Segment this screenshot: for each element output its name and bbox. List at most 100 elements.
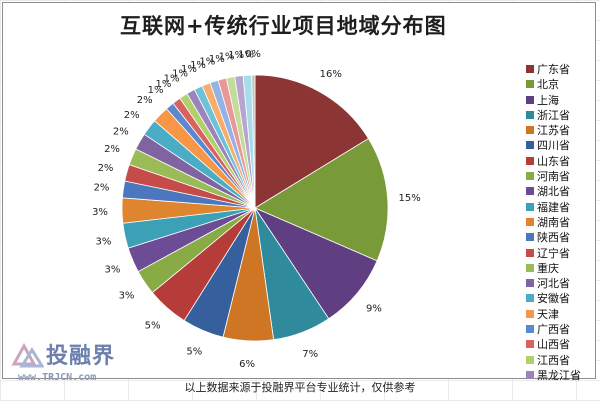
data-source-note: 以上数据来源于投融界平台专业统计，仅供参考 [184,381,416,394]
slice-percent-label: 2% [124,110,140,121]
slice-percent-label: 6% [239,359,255,370]
legend-swatch [526,202,534,211]
legend-item: 安徽省 [526,291,596,306]
legend-item: 江苏省 [526,123,596,138]
legend-swatch [526,294,534,303]
slice-percent-label: 1% [228,50,244,61]
legend-label: 黑龙江省 [537,368,581,382]
legend-swatch [526,248,534,257]
legend-swatch [526,187,534,196]
slice-percent-label: 1% [219,52,235,63]
legend-swatch [526,65,534,73]
legend-swatch [526,340,534,349]
pie-slice [254,74,370,209]
slice-percent-label: 1% [164,73,180,84]
slice-percent-label: 1% [238,49,254,60]
legend-item: 河南省 [526,169,596,184]
slice-percent-label: 1% [190,60,206,71]
legend-swatch [526,233,534,242]
slice-percent-label: 1% [199,57,215,68]
legend-label: 江苏省 [537,124,570,138]
legend-item: 辽宁省 [526,246,596,261]
slice-percent-label: 3% [95,236,111,247]
legend-item: 福建省 [526,200,596,215]
legend-item: 陕西省 [526,230,596,245]
legend-label: 河南省 [537,170,570,184]
legend-label: 上海 [537,93,559,107]
legend-label: 河北省 [537,277,570,291]
legend-item: 黑龙江省 [526,368,596,383]
legend-label: 辽宁省 [537,246,570,260]
legend-label: 北京 [537,78,559,92]
pie-slice [251,74,256,209]
slice-percent-label: 1% [209,54,225,65]
legend-label: 江西省 [537,353,570,367]
legend-item: 天津 [526,307,596,322]
legend-swatch [526,141,534,150]
slice-percent-label: 3% [104,265,120,276]
legend-label: 安徽省 [537,292,570,306]
brand-name: 投融界 [46,344,116,369]
legend-swatch [526,95,534,104]
legend-label: 湖南省 [537,215,570,229]
legend-item: 湖南省 [526,215,596,230]
legend-item: 北京 [526,77,596,92]
legend-item: 湖北省 [526,184,596,199]
legend-item: 河北省 [526,276,596,291]
slice-percent-label: 0% [245,49,261,60]
legend-label: 福建省 [537,200,570,214]
legend-swatch [526,126,534,135]
slice-percent-label: 2% [98,163,114,174]
legend-label: 湖北省 [537,185,570,199]
legend-swatch [526,309,534,318]
legend-label: 广东省 [537,63,570,76]
slice-percent-label: 1% [181,64,197,75]
legend-label: 山东省 [537,154,570,168]
legend-swatch [526,172,534,181]
legend-swatch [526,279,534,288]
legend-item: 浙江省 [526,108,596,123]
legend-swatch [526,80,534,89]
legend-label: 浙江省 [537,108,570,122]
legend-item: 广东省 [526,62,596,77]
slice-percent-label: 3% [92,207,108,218]
legend-swatch [526,370,534,379]
legend-item: 山西省 [526,337,596,352]
slice-percent-label: 9% [366,303,382,314]
slice-percent-label: 1% [155,79,171,90]
slice-percent-label: 7% [302,349,318,360]
slice-percent-label: 1% [172,68,188,79]
brand-url: www.TRJCN.com [18,372,97,383]
legend-item: 广西省 [526,322,596,337]
legend-swatch [526,325,534,334]
legend-item: 山东省 [526,154,596,169]
legend-label: 陕西省 [537,231,570,245]
legend-item: 上海 [526,93,596,108]
legend-label: 重庆 [537,261,559,275]
chart-title: 互联网+传统行业项目地域分布图 [120,14,447,38]
slice-percent-label: 15% [398,193,420,204]
legend-swatch [526,217,534,226]
brand-mark-icon [11,342,44,368]
slice-percent-label: 2% [94,182,110,193]
legend-label: 四川省 [537,139,570,153]
chart-legend: 广东省北京 上海 浙江省江苏省 四川省 山东省河南省 湖北省 福建省 湖南省陕西省 辽宁省 重庆河… [526,62,596,383]
slice-percent-label: 5% [145,320,161,331]
legend-label: 广西省 [537,323,570,337]
brand-logo: 投融界 www.TRJCN.com [10,336,190,386]
legend-swatch [526,110,534,119]
legend-item: 江西省 [526,353,596,368]
legend-swatch [526,355,534,364]
slice-percent-label: 1% [148,85,164,96]
legend-swatch [526,263,534,272]
slice-percent-label: 2% [113,127,129,138]
legend-swatch [526,156,534,165]
legend-item: 四川省 [526,138,596,153]
legend-item: 重庆 [526,261,596,276]
slice-percent-label: 5% [186,347,202,358]
slice-percent-label: 2% [104,144,120,155]
legend-label: 山西省 [537,338,570,352]
slice-percent-label: 3% [119,291,135,302]
slice-percent-label: 2% [137,95,153,106]
